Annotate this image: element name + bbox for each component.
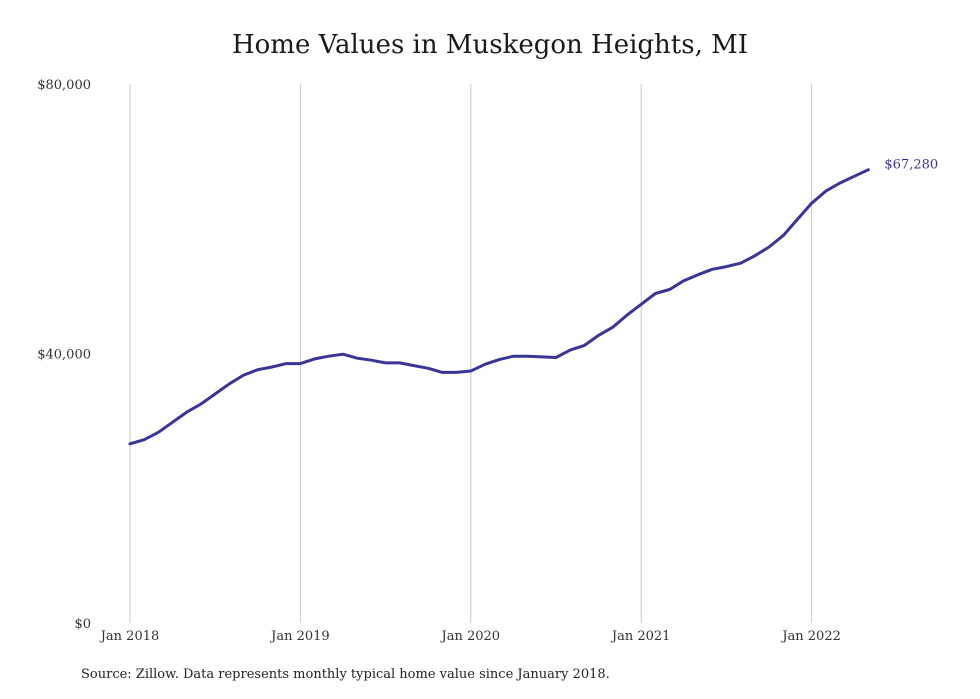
y-tick-label: $40,000 bbox=[37, 348, 91, 363]
source-note: Source: Zillow. Data represents monthly … bbox=[81, 667, 610, 682]
series-layer: $67,280 bbox=[128, 158, 938, 446]
x-tick-label: Jan 2018 bbox=[99, 629, 160, 644]
x-tick-label: Jan 2019 bbox=[269, 629, 330, 644]
gridlines bbox=[129, 84, 813, 623]
x-tick-label: Jan 2021 bbox=[610, 629, 671, 644]
x-tick-label: Jan 2022 bbox=[780, 629, 841, 644]
x-axis-ticks: Jan 2018 Jan 2019 Jan 2020 Jan 2021 Jan 2022 bbox=[99, 629, 841, 644]
end-value-label: $67,280 bbox=[884, 158, 938, 173]
y-tick-label: $80,000 bbox=[37, 78, 91, 93]
y-tick-label: $0 bbox=[74, 617, 91, 632]
x-tick-label: Jan 2020 bbox=[440, 629, 501, 644]
y-axis-ticks: $0 $40,000 $80,000 bbox=[37, 78, 91, 632]
chart-title: Home Values in Muskegon Heights, MI bbox=[231, 30, 749, 60]
series-line bbox=[128, 168, 870, 446]
